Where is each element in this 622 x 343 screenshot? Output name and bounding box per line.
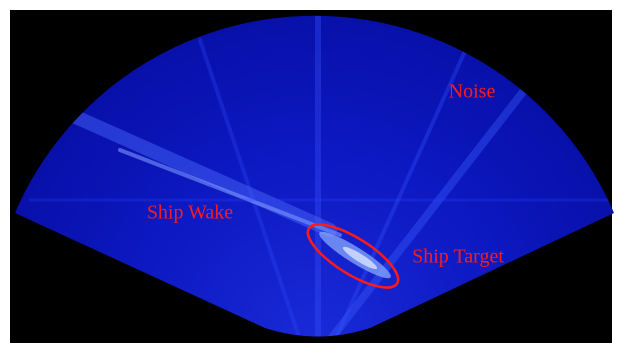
sonar-image: Noise Ship Wake Ship Target bbox=[0, 0, 622, 343]
annotation-label: Ship Target bbox=[412, 246, 504, 268]
annotation-label: Ship Wake bbox=[147, 202, 233, 224]
annotation-label: Noise bbox=[449, 81, 496, 103]
page: Noise Ship Wake Ship Target (() => { con… bbox=[0, 0, 622, 343]
